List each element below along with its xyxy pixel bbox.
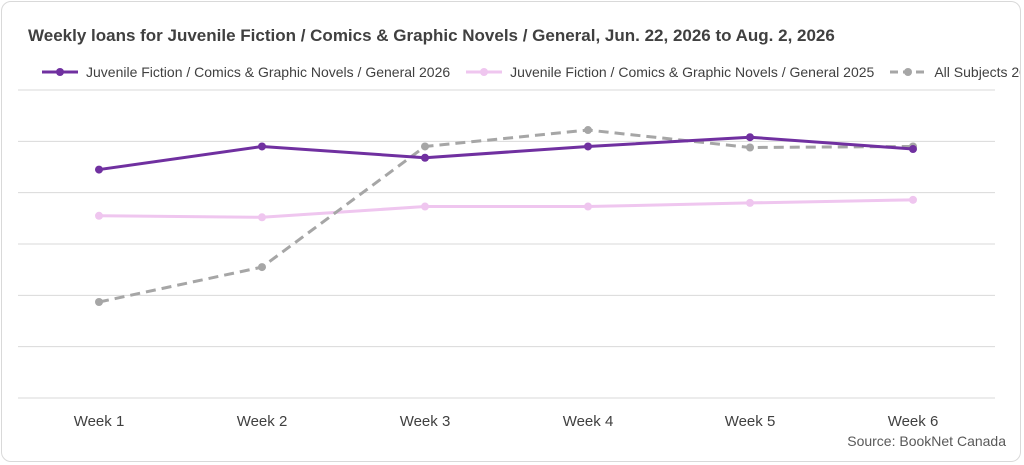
source-note: Source: BookNet Canada: [847, 433, 1006, 449]
series-3-point-5: [746, 143, 754, 152]
series-2-point-6: [909, 195, 917, 204]
series-2-point-3: [421, 202, 429, 211]
series-3-point-4: [584, 126, 592, 135]
chart-title: Weekly loans for Juvenile Fiction / Comi…: [28, 26, 835, 45]
series-2-point-5: [746, 198, 754, 207]
series-1-point-5: [746, 133, 754, 142]
legend-label-series-1: Juvenile Fiction / Comics & Graphic Nove…: [86, 64, 451, 80]
x-tick-label-2: Week 2: [237, 413, 288, 430]
series-1-point-1: [95, 165, 103, 174]
series-2-point-2: [258, 213, 266, 222]
x-tick-label-6: Week 6: [888, 413, 939, 430]
series-2-point-4: [584, 202, 592, 211]
legend-item-series-3: All Subjects 2026: [888, 64, 1020, 80]
legend: Juvenile Fiction / Comics & Graphic Nove…: [40, 62, 1020, 82]
series-1-point-6: [909, 145, 917, 154]
series-2-point-1: [95, 211, 103, 220]
legend-item-series-2: Juvenile Fiction / Comics & Graphic Nove…: [464, 64, 874, 80]
legend-label-series-3: All Subjects 2026: [934, 64, 1020, 80]
series-3-point-1: [95, 298, 103, 307]
series-line-3: [98, 128, 914, 304]
series-1-point-2: [258, 142, 266, 151]
legend-swatch-series-2: [466, 68, 503, 76]
series-line-2: [98, 198, 914, 219]
x-tick-label-1: Week 1: [74, 413, 125, 430]
x-tick-label-4: Week 4: [563, 413, 614, 430]
x-tick-label-5: Week 5: [725, 413, 776, 430]
series-3-point-2: [258, 263, 266, 272]
x-tick-label-3: Week 3: [400, 413, 451, 430]
series-3-point-3: [421, 142, 429, 151]
series-1-point-4: [584, 142, 592, 151]
legend-label-series-2: Juvenile Fiction / Comics & Graphic Nove…: [510, 64, 875, 80]
legend-item-series-1: Juvenile Fiction / Comics & Graphic Nove…: [40, 64, 450, 80]
series-line-1: [98, 135, 914, 172]
legend-swatch-series-3: [890, 68, 927, 76]
series-1-point-3: [421, 153, 429, 162]
legend-swatch-series-1: [42, 68, 78, 76]
